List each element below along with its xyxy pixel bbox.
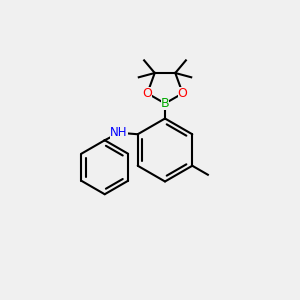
Text: NH: NH — [110, 126, 128, 139]
Text: O: O — [178, 87, 188, 100]
Text: B: B — [161, 97, 169, 110]
Text: O: O — [142, 87, 152, 100]
